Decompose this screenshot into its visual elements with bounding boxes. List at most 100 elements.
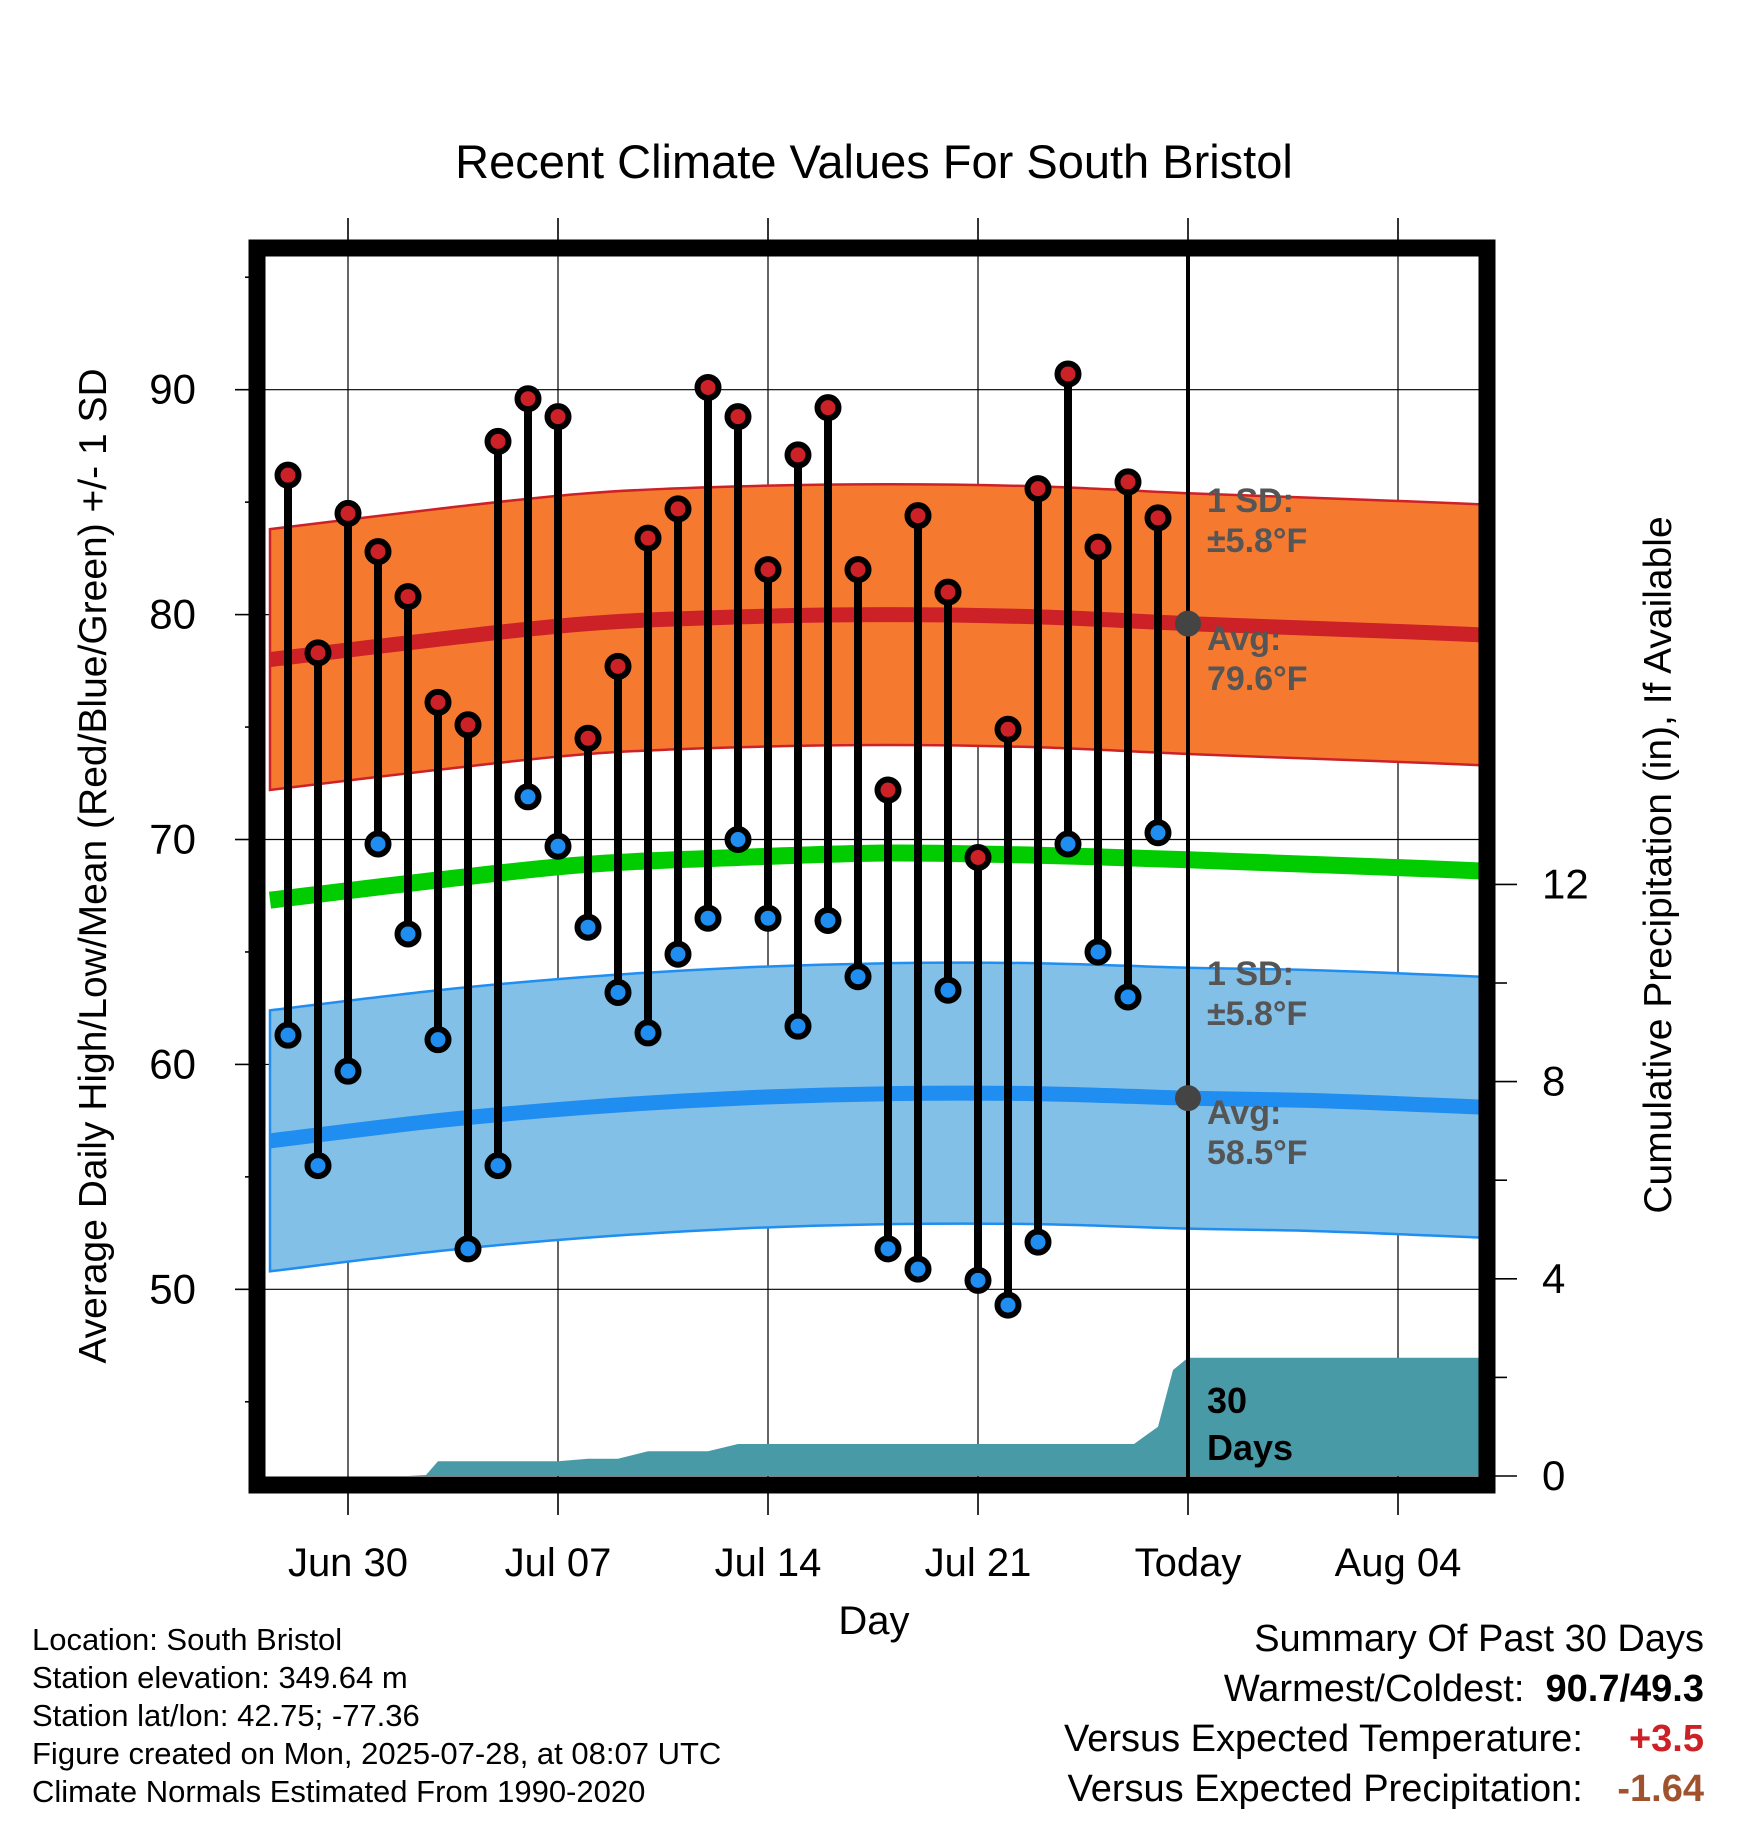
- daily-low-marker: [664, 940, 692, 968]
- location-text: Location: South Bristol: [32, 1622, 343, 1657]
- daily-low-marker: [814, 906, 842, 934]
- daily-high-marker: [1144, 504, 1172, 532]
- normal-mean-line: [269, 844, 1487, 909]
- low-avg-label: Avg:: [1207, 1094, 1281, 1132]
- daily-high-marker: [394, 583, 422, 611]
- daily-high-marker: [334, 499, 362, 527]
- temp-value: +3.5: [1628, 1718, 1704, 1760]
- daily-low-marker: [334, 1057, 362, 1085]
- daily-low-marker: [364, 830, 392, 858]
- daily-high-marker: [514, 385, 542, 413]
- low-sd-value: ±5.8°F: [1207, 995, 1307, 1033]
- x-tick-label: Jul 07: [505, 1541, 612, 1585]
- normal-low-line: [269, 1085, 1487, 1149]
- daily-high-marker: [694, 373, 722, 401]
- daily-high-marker: [364, 538, 392, 566]
- precip-area: [270, 1357, 1487, 1476]
- precip-label: Versus Expected Precipitation:: [1067, 1768, 1583, 1810]
- y2-tick-label: 12: [1542, 860, 1589, 907]
- today-low-avg-marker: [1175, 1085, 1201, 1112]
- daily-low-marker: [934, 976, 962, 1004]
- daily-high-marker: [1024, 475, 1052, 503]
- daily-high-marker: [784, 441, 812, 469]
- today-high-avg-marker: [1175, 610, 1201, 637]
- daily-low-marker: [904, 1255, 932, 1283]
- y-tick-label: 50: [149, 1265, 196, 1312]
- daily-high-marker: [754, 556, 782, 584]
- daily-low-marker: [604, 978, 632, 1006]
- daily-low-marker: [514, 783, 542, 811]
- summary-precip: Versus Expected Precipitation: -1.64: [1067, 1768, 1704, 1811]
- daily-high-marker: [874, 776, 902, 804]
- daily-high-marker: [994, 715, 1022, 743]
- daily-low-marker: [1144, 819, 1172, 847]
- daily-low-marker: [484, 1152, 512, 1180]
- daily-high-marker: [424, 688, 452, 716]
- latlon-text: Station lat/lon: 42.75; -77.36: [32, 1698, 420, 1733]
- y2-tick-label: 0: [1542, 1452, 1565, 1499]
- x-tick-label: Aug 04: [1335, 1541, 1462, 1585]
- elevation-text: Station elevation: 349.64 m: [32, 1660, 408, 1695]
- y-tick-label: 90: [149, 366, 196, 413]
- x-tick-label: Jun 30: [288, 1541, 408, 1585]
- x-tick-label: Jul 21: [925, 1541, 1032, 1585]
- daily-low-marker: [394, 920, 422, 948]
- daily-low-marker: [274, 1021, 302, 1049]
- x-axis-title: Day: [838, 1599, 909, 1643]
- summary-title: Summary Of Past 30 Days: [1254, 1618, 1704, 1660]
- low-sd-band: [268, 961, 1487, 1273]
- high-sd-value: ±5.8°F: [1207, 522, 1307, 560]
- daily-high-marker: [1114, 468, 1142, 496]
- daily-high-marker: [1054, 360, 1082, 388]
- daily-low-marker: [874, 1235, 902, 1263]
- warm-cold-value: 90.7/49.3: [1545, 1668, 1704, 1710]
- high-sd-label: 1 SD:: [1207, 482, 1294, 520]
- y-tick-label: 70: [149, 816, 196, 863]
- daily-high-marker: [664, 495, 692, 523]
- daily-high-marker: [724, 403, 752, 431]
- created-text: Figure created on Mon, 2025-07-28, at 08…: [32, 1736, 722, 1771]
- daily-low-marker: [634, 1019, 662, 1047]
- summary-temp: Versus Expected Temperature: +3.5: [1064, 1718, 1704, 1761]
- normal-high-line: [269, 607, 1487, 668]
- daily-low-marker: [1024, 1228, 1052, 1256]
- daily-high-marker: [964, 844, 992, 872]
- daily-high-marker: [814, 394, 842, 422]
- precip-days-label: Days: [1207, 1427, 1293, 1468]
- daily-low-marker: [844, 963, 872, 991]
- daily-low-marker: [1054, 830, 1082, 858]
- normals-text: Climate Normals Estimated From 1990-2020: [32, 1774, 646, 1809]
- y2-tick-label: 8: [1542, 1058, 1565, 1105]
- y2-tick-label: 4: [1542, 1255, 1565, 1302]
- high-avg-label: Avg:: [1207, 620, 1281, 658]
- daily-low-marker: [694, 904, 722, 932]
- daily-low-marker: [754, 904, 782, 932]
- y-axis-title: Average Daily High/Low/Mean (Red/Blue/Gr…: [72, 368, 115, 1363]
- daily-high-marker: [904, 502, 932, 530]
- daily-low-marker: [304, 1152, 332, 1180]
- y2-axis-title: Cumulative Precipitation (in), If Availa…: [1637, 516, 1680, 1213]
- daily-low-marker: [1114, 983, 1142, 1011]
- daily-low-marker: [454, 1235, 482, 1263]
- daily-high-marker: [544, 403, 572, 431]
- low-sd-label: 1 SD:: [1207, 955, 1294, 993]
- x-tick-label: Today: [1135, 1541, 1242, 1585]
- warm-cold-label: Warmest/Coldest:: [1223, 1668, 1525, 1710]
- daily-high-marker: [454, 711, 482, 739]
- daily-low-marker: [724, 826, 752, 854]
- daily-high-marker: [634, 524, 662, 552]
- daily-high-marker: [844, 556, 872, 584]
- daily-high-marker: [604, 652, 632, 680]
- summary-warm-cold: Warmest/Coldest: 90.7/49.3: [1224, 1668, 1704, 1711]
- daily-high-marker: [304, 639, 332, 667]
- low-avg-value: 58.5°F: [1207, 1134, 1308, 1172]
- daily-low-marker: [994, 1291, 1022, 1319]
- daily-high-marker: [1084, 533, 1112, 561]
- daily-high-marker: [934, 578, 962, 606]
- daily-low-marker: [1084, 938, 1112, 966]
- daily-high-marker: [484, 427, 512, 455]
- daily-low-marker: [424, 1026, 452, 1054]
- plot-frame: [248, 239, 1496, 1494]
